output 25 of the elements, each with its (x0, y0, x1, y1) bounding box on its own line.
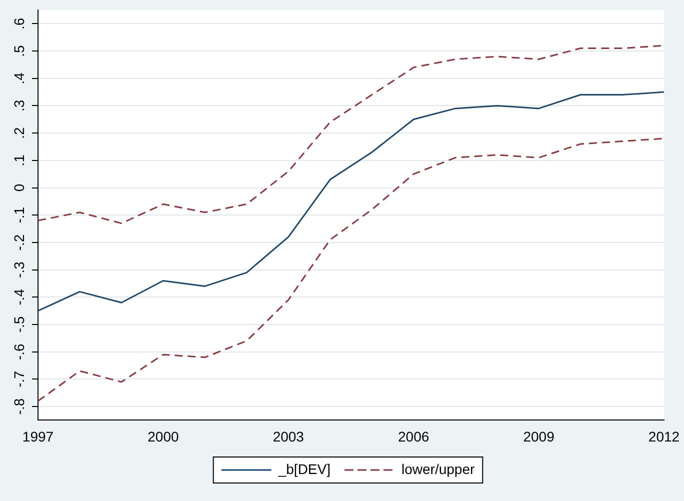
line-series (38, 44, 664, 224)
x-tick-label: 2012 (648, 428, 680, 444)
x-tick-label: 2009 (523, 428, 555, 444)
y-tick-label: .5 (10, 44, 27, 57)
y-tick-label: -.7 (10, 370, 27, 388)
y-tick-label: .4 (10, 72, 27, 84)
x-tick-label: 2006 (398, 428, 430, 444)
y-tick-label: 0 (10, 184, 27, 192)
y-tick-label: .2 (10, 127, 27, 139)
y-tick-label: .3 (10, 100, 27, 112)
legend-label: lower/upper (401, 460, 475, 477)
y-tick-label: -.5 (10, 316, 27, 333)
x-tick-label: 2003 (272, 428, 304, 444)
y-tick-label: -.3 (10, 261, 27, 278)
y-tick-label: -.8 (10, 398, 27, 415)
y-tick-label: .1 (10, 154, 27, 166)
y-tick-label: -.1 (10, 206, 27, 224)
y-tick-label: -.6 (10, 343, 27, 360)
y-tick-label: -.2 (10, 234, 27, 251)
y-tick-label: .6 (10, 18, 27, 30)
legend-label: _b[DEV] (277, 460, 330, 477)
y-tick-label: -.4 (10, 288, 27, 306)
x-tick-label: 1997 (22, 428, 54, 444)
line-series (38, 138, 664, 402)
x-tick-label: 2000 (148, 428, 179, 444)
